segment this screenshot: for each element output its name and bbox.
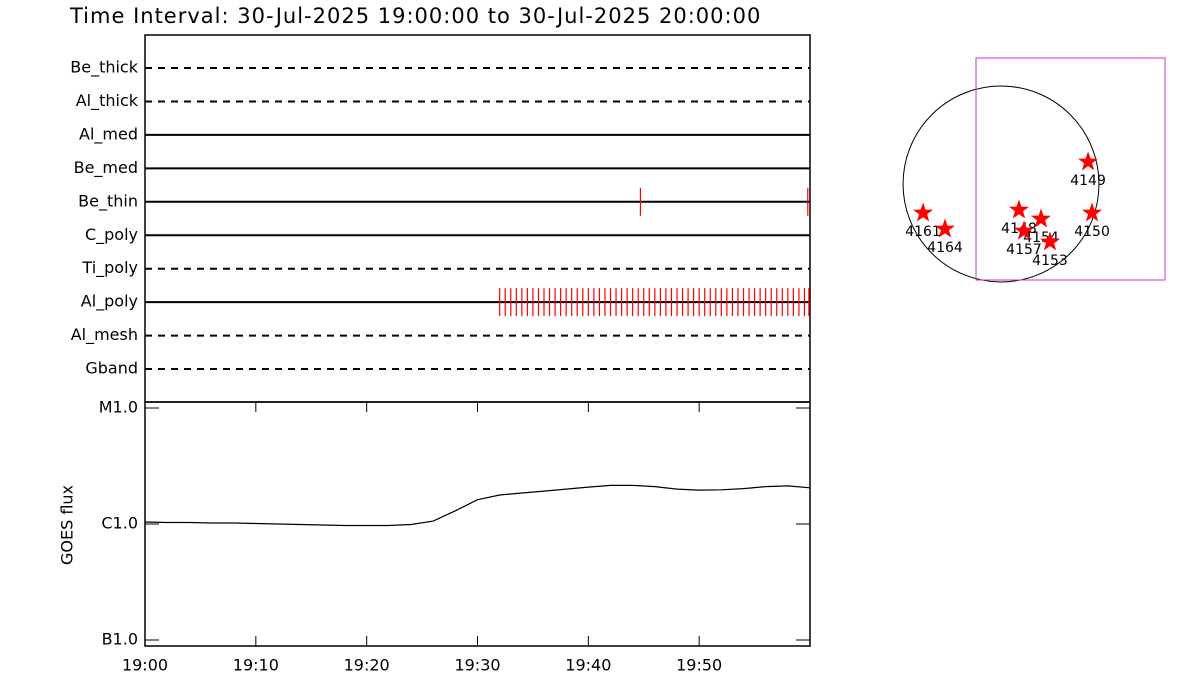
x-tick-label: 19:10 — [233, 656, 279, 675]
x-tick-label: 19:20 — [344, 656, 390, 675]
row-label: C_poly — [85, 225, 138, 245]
x-tick-label: 19:00 — [122, 656, 168, 675]
goes-frame — [144, 401, 811, 647]
region-star — [913, 202, 933, 222]
region-star — [1040, 231, 1060, 251]
row-label: Al_poly — [81, 292, 138, 312]
goes-curve — [144, 484, 811, 527]
row-label: Al_mesh — [71, 325, 138, 345]
x-tick-label: 19:40 — [565, 656, 611, 675]
row-label: Be_thick — [70, 58, 138, 78]
row-label: Al_med — [79, 124, 138, 144]
region-star — [935, 218, 955, 238]
row-label: Ti_poly — [81, 258, 138, 278]
region-label: 4164 — [927, 240, 963, 256]
y-tick-label: M1.0 — [99, 398, 138, 417]
row-label: Be_med — [74, 158, 138, 178]
region-star — [1031, 208, 1051, 228]
region-label: 4153 — [1032, 253, 1068, 269]
y-axis-label: GOES flux — [58, 485, 77, 565]
row-label: Al_thick — [76, 91, 139, 111]
region-label: 4161 — [905, 224, 941, 240]
chart-title: Time Interval: 30-Jul-2025 19:00:00 to 3… — [69, 4, 761, 28]
x-tick-label: 19:30 — [454, 656, 500, 675]
region-star — [1078, 151, 1098, 171]
region-label: 4157 — [1006, 242, 1042, 258]
y-tick-label: C1.0 — [101, 514, 138, 533]
region-label: 4149 — [1070, 173, 1106, 189]
row-label: Gband — [85, 359, 138, 378]
region-star — [1009, 199, 1029, 219]
solar-disk — [902, 85, 1100, 283]
region-label: 4150 — [1074, 224, 1110, 240]
x-tick-label: 19:50 — [676, 656, 722, 675]
region-star — [1014, 220, 1034, 240]
region-star — [1082, 202, 1102, 222]
row-label: Be_thin — [78, 191, 138, 211]
y-tick-label: B1.0 — [102, 630, 138, 649]
timeline-frame — [144, 34, 811, 403]
fov-box — [975, 57, 1166, 281]
